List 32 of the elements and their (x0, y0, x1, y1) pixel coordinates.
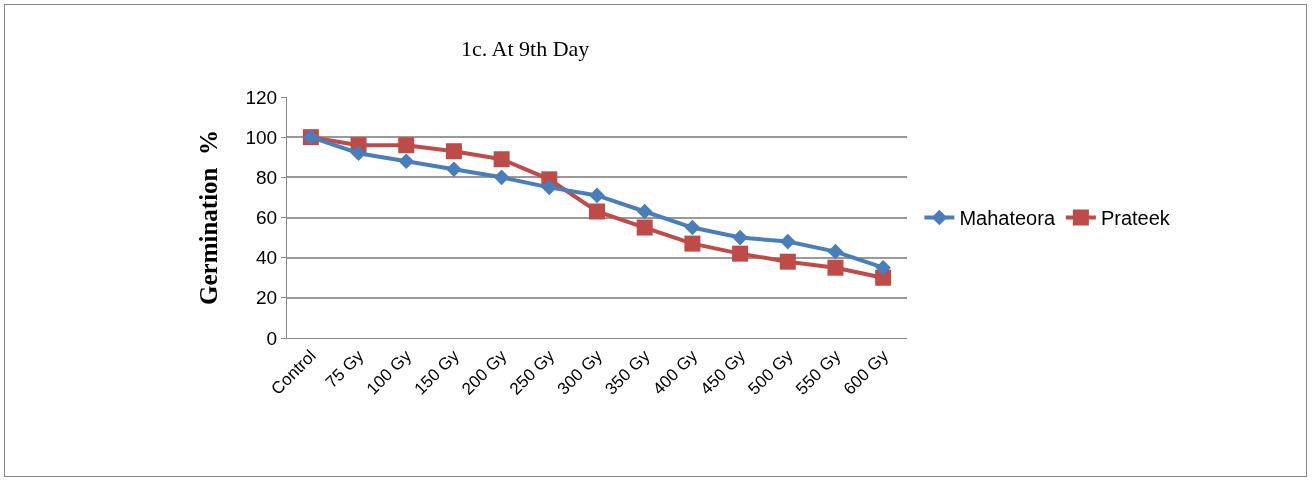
y-tick-label: 100 (245, 126, 278, 148)
point (589, 187, 605, 204)
point (827, 243, 844, 260)
legend-label: Prateek (1100, 207, 1171, 230)
point (827, 259, 844, 276)
point (875, 259, 891, 276)
y-tick-label: 20 (256, 287, 278, 309)
point (493, 151, 510, 168)
point (445, 143, 462, 160)
point (398, 153, 415, 170)
y-tick-label: 0 (266, 327, 278, 349)
y-tick-label: 40 (256, 247, 278, 269)
point (732, 229, 748, 246)
y-tick-label: 60 (256, 207, 278, 229)
point (684, 219, 701, 236)
point (589, 203, 605, 220)
point (636, 203, 653, 220)
chart-title: 1c. At 9th Day (461, 36, 590, 61)
point (732, 245, 749, 262)
y-tick-label: 80 (256, 166, 278, 188)
legend-label: Mahateora (959, 207, 1056, 230)
y-axis-title: Germination % (195, 130, 223, 305)
point (446, 161, 462, 178)
point (398, 137, 415, 154)
point (779, 253, 796, 270)
point (493, 169, 510, 186)
point (541, 179, 558, 196)
y-tick-label: 120 (245, 86, 278, 108)
point (779, 233, 796, 250)
point (636, 219, 653, 236)
point (684, 235, 701, 252)
point (350, 145, 367, 162)
